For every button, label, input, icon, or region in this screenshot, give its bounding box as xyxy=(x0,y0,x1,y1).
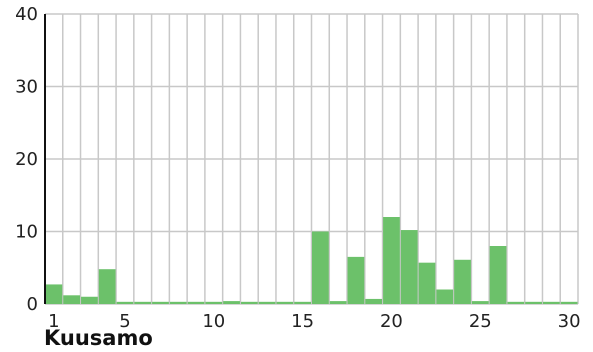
x-tick-label: 1 xyxy=(48,311,59,332)
x-tick-labels: 1 5 10 15 20 25 30 xyxy=(48,311,580,332)
x-tick-label: 20 xyxy=(380,311,403,332)
y-tick-label: 40 xyxy=(15,4,38,25)
y-tick-labels: 0 10 20 30 40 xyxy=(15,4,38,315)
bar xyxy=(258,301,276,304)
x-tick-label: 5 xyxy=(119,311,130,332)
bar xyxy=(276,301,294,304)
bar xyxy=(98,269,116,304)
bar xyxy=(81,296,98,304)
bar xyxy=(471,301,489,304)
bar xyxy=(329,301,347,304)
x-tick-label: 25 xyxy=(469,311,492,332)
bar xyxy=(187,301,205,304)
bars-group xyxy=(45,217,578,304)
y-tick-label: 30 xyxy=(15,77,38,98)
bar xyxy=(152,301,169,304)
bar xyxy=(347,256,365,304)
bar xyxy=(169,301,187,304)
bar xyxy=(383,217,400,304)
bar xyxy=(63,295,81,304)
bar xyxy=(400,230,418,304)
bar xyxy=(365,298,383,304)
y-tick-label: 20 xyxy=(15,149,38,170)
bar xyxy=(542,301,560,304)
bar xyxy=(312,231,329,304)
gridlines xyxy=(45,13,579,305)
x-tick-label: 30 xyxy=(558,311,581,332)
bar xyxy=(454,259,471,304)
x-tick-label: 15 xyxy=(291,311,314,332)
bar xyxy=(560,301,578,304)
bar xyxy=(418,262,436,304)
y-tick-label: 10 xyxy=(15,222,38,243)
bar xyxy=(240,301,258,304)
bar xyxy=(525,301,542,304)
bar xyxy=(436,289,454,304)
bar xyxy=(223,301,240,304)
bar xyxy=(489,246,507,304)
bar xyxy=(134,301,152,304)
x-tick-label: 10 xyxy=(202,311,225,332)
bar xyxy=(116,301,134,304)
bar xyxy=(294,301,311,304)
y-tick-label: 0 xyxy=(27,294,38,315)
bar xyxy=(45,284,63,304)
chart-title: Kuusamo xyxy=(44,326,153,350)
bar xyxy=(507,301,525,304)
bar xyxy=(205,301,223,304)
